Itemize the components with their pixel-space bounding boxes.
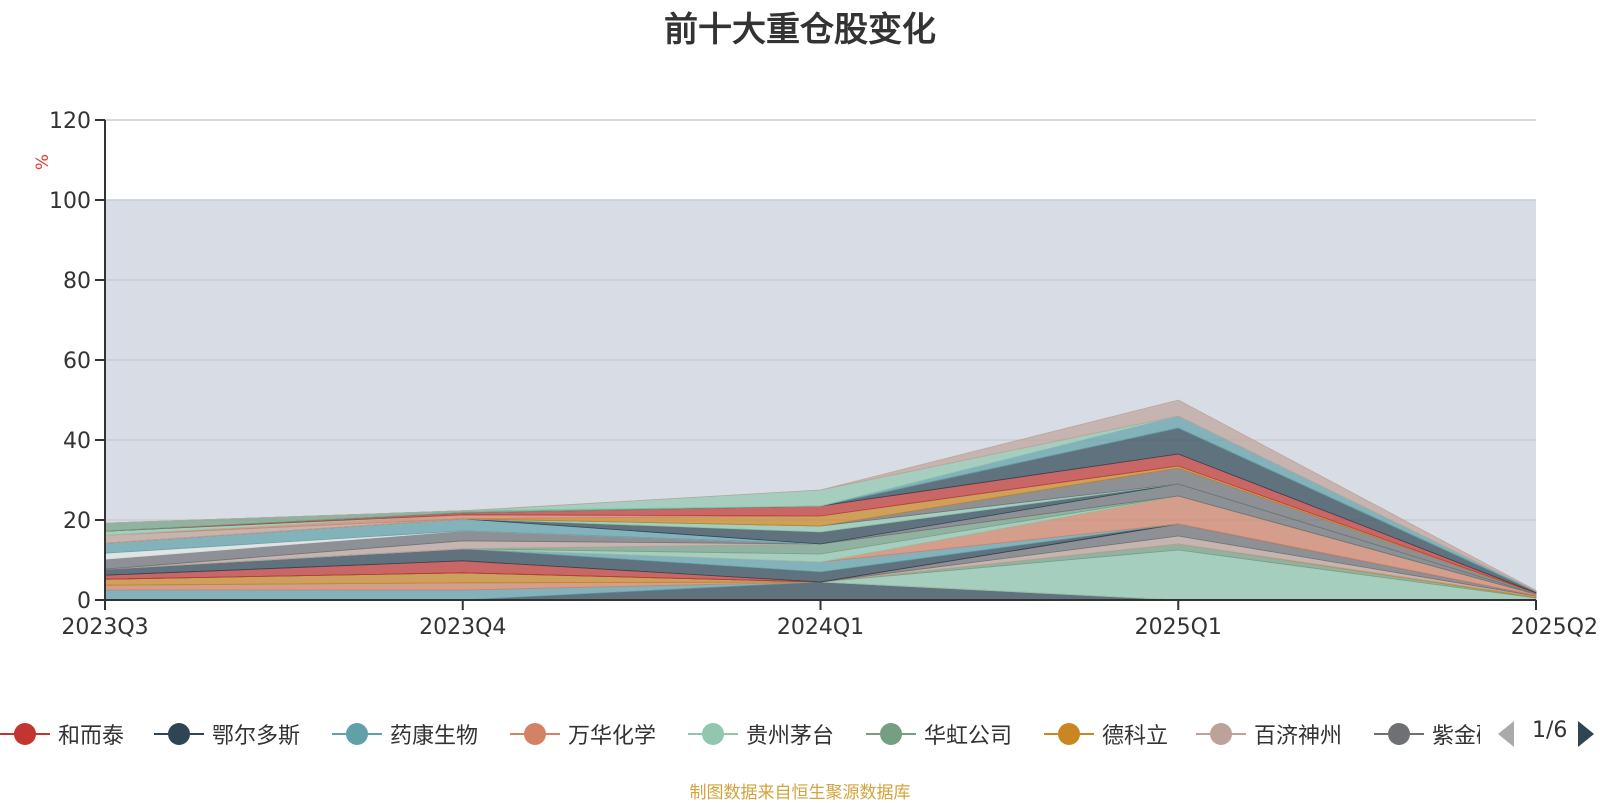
legend-item[interactable]: 鄂尔多斯 [154,716,300,752]
legend-marker-icon [688,716,738,752]
legend-item[interactable]: 和而泰 [0,716,124,752]
y-tick-label: 0 [77,589,91,614]
legend-item-label: 万华化学 [568,724,657,749]
y-axis-unit-label: % [33,154,53,170]
axes: 0 20 40 60 80 100 120 2023Q3 2023Q4 2024Q1 2025Q1 2… [49,109,1598,640]
legend-item-label: 和而泰 [58,724,125,749]
legend-item[interactable]: 紫金矿业 [1374,716,1480,752]
legend-item-label: 华虹公司 [924,724,1013,749]
legend-item-label: 紫金矿业 [1432,724,1480,749]
legend-marker-icon [866,716,916,752]
legend-marker-icon [0,716,50,752]
legend-pager: 1/6 [1498,716,1600,752]
data-source-note: 制图数据来自恒生聚源数据库 [689,783,911,803]
legend-item[interactable]: 华虹公司 [866,716,1012,752]
legend-item-label: 贵州茅台 [746,724,835,749]
y-tick-label: 120 [49,109,91,134]
legend-item[interactable]: 万华化学 [510,716,656,752]
y-tick-label: 20 [63,509,91,534]
x-tick-label: 2023Q4 [419,615,506,640]
chart-title: 前十大重仓股变化 [664,10,936,50]
legend-marker-icon [1374,716,1424,752]
legend-page-indicator: 1/6 [1532,718,1568,743]
legend-marker-icon [1044,716,1094,752]
x-tick-label: 2025Q1 [1135,615,1222,640]
legend-marker-icon [510,716,560,752]
legend: 和而泰 鄂尔多斯 药康生物 万华化学 贵州茅台 华虹公司 德科立 百济神州 紫金矿业 [0,716,1480,752]
legend-prev-page-icon[interactable] [1498,721,1514,747]
legend-item-label: 鄂尔多斯 [212,724,301,749]
legend-item[interactable]: 百济神州 [1196,716,1342,752]
y-tick-label: 60 [63,349,91,374]
legend-item[interactable]: 德科立 [1044,716,1168,752]
legend-item[interactable]: 药康生物 [332,716,478,752]
series-area [104,399,1537,592]
legend-next-page-icon[interactable] [1578,721,1594,747]
legend-item-label: 德科立 [1102,724,1169,749]
area-chart: 0 20 40 60 80 100 120 2023Q3 2023Q4 2024Q1 2025Q1 2… [33,109,1598,640]
legend-marker-icon [154,716,204,752]
x-tick-label: 2025Q2 [1511,615,1598,640]
y-tick-label: 100 [49,189,91,214]
legend-item-label: 药康生物 [390,724,479,749]
x-tick-label: 2024Q1 [777,615,864,640]
y-tick-label: 80 [63,269,91,294]
y-tick-label: 40 [63,429,91,454]
legend-item[interactable]: 贵州茅台 [688,716,834,752]
x-tick-label: 2023Q3 [61,615,148,640]
legend-item-label: 百济神州 [1254,724,1343,749]
legend-marker-icon [332,716,382,752]
legend-marker-icon [1196,716,1246,752]
